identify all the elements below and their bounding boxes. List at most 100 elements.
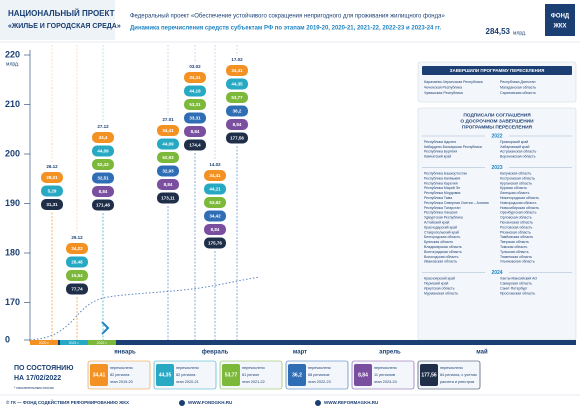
timeline-period <box>60 340 88 345</box>
region: Ярославская область <box>500 291 535 295</box>
region: Мурманская область <box>424 291 458 295</box>
legend-text: 68 регионов <box>308 373 329 377</box>
region: Самарская область <box>500 282 532 286</box>
value-label: 34,41 <box>162 128 174 133</box>
legend-swatch <box>156 364 174 386</box>
progress-curve <box>29 276 261 341</box>
region: Тамбовская область <box>500 235 533 239</box>
region: Чеченская Республика <box>424 85 462 89</box>
value-pill <box>41 185 63 197</box>
total: 284,53 <box>486 27 511 36</box>
region: Курганская область <box>500 181 532 185</box>
y-tick-label: 170 <box>5 297 20 307</box>
subtitle: Федеральный проект «Обеспечение устойчив… <box>130 13 445 20</box>
region: Томская область <box>500 245 528 249</box>
region: Брянская область <box>424 240 453 244</box>
value-pill <box>226 65 248 76</box>
y-tick-label: 200 <box>5 148 20 158</box>
site-icon <box>315 400 321 406</box>
legend-text: 81 регион <box>242 373 259 377</box>
legend-swatch <box>90 364 108 386</box>
value-label: 34,42 <box>209 213 221 218</box>
value-pill <box>226 119 248 130</box>
value-label: 28,01 <box>46 175 58 180</box>
value-label: 53,31 <box>189 102 201 107</box>
value-label: 52,93 <box>162 155 174 160</box>
value-label: 31,31 <box>46 202 58 207</box>
legend-swatch <box>222 364 240 386</box>
value-label: 32,93 <box>162 168 174 173</box>
column-date: 14.02 <box>209 162 221 167</box>
panel-title: ЗАВЕРШИЛИ ПРОГРАММУ ПЕРЕСЕЛЕНИЯ <box>450 68 545 73</box>
region: Курская область <box>500 186 527 190</box>
legend-text: этап 2019-20 <box>110 380 133 384</box>
value-label: 44,09 <box>162 141 174 146</box>
site-link: WWW.FONDGKH.RU <box>188 400 232 405</box>
group-year: 2022 <box>491 133 502 139</box>
value-label: 171,48 <box>96 202 110 207</box>
column-date: 27.01 <box>162 117 174 122</box>
y-tick-label: 190 <box>5 198 20 208</box>
legend-text: перечислено <box>374 366 397 370</box>
group-year: 2023 <box>491 165 502 171</box>
legend-swatch <box>420 364 438 386</box>
legend-text: 82 региона <box>176 373 196 377</box>
region: Республика Бурятия <box>424 150 457 154</box>
site-link: WWW.REFORMAGKH.RU <box>324 400 378 405</box>
region: Республика Карелия <box>424 181 458 185</box>
month-label: март <box>293 350 307 356</box>
legend-value: 44,35 <box>159 372 172 378</box>
logo-text: ФОНД <box>551 14 570 20</box>
value-label: 34,41 <box>231 68 243 73</box>
legend-value: 53,77 <box>225 372 238 378</box>
value-label: 8,84 <box>211 227 220 232</box>
value-pill <box>92 172 114 184</box>
legend-text: 84 региона, с учетом <box>440 373 477 377</box>
value-pill <box>184 85 206 97</box>
region: Удмуртская Республика <box>424 216 463 220</box>
value-label: 44,09 <box>97 148 109 153</box>
column-date: 26.12 <box>46 164 58 169</box>
value-label: 53,77 <box>231 95 243 100</box>
value-label: 77,74 <box>71 286 83 291</box>
legend-title: НА 17/02/2022 <box>14 375 61 382</box>
value-pill <box>184 99 206 110</box>
region: Республика Северная Осетия – Алания <box>424 201 489 205</box>
timeline-period <box>88 340 116 345</box>
value-pill <box>92 199 114 211</box>
value-label: 52,43 <box>97 162 109 167</box>
value-pill <box>66 256 88 268</box>
legend-text: этап 2021-22 <box>242 380 265 384</box>
region: Тульская область <box>500 250 529 254</box>
legend-note: * накопительным итогом <box>14 386 54 390</box>
value-label: 15,54 <box>71 273 83 278</box>
period-label: 2022 г. <box>97 341 108 345</box>
y-tick-label: 0 <box>5 334 10 344</box>
legend-text: этап 2023-24 <box>374 380 397 384</box>
region: Калужская область <box>500 172 531 176</box>
legend-value: 36,2 <box>292 372 302 378</box>
value-pill <box>41 199 63 210</box>
month-label: апрель <box>379 350 401 356</box>
legend-text: 11 регионов <box>374 373 395 377</box>
value-label: 8,84 <box>233 122 242 127</box>
panel-title: О ДОСРОЧНОМ ЗАВЕРШЕНИИ <box>460 118 534 124</box>
legend-value: 177,56 <box>421 372 437 378</box>
value-pill <box>92 159 114 170</box>
region: Рязанская область <box>500 230 531 234</box>
value-pill <box>92 186 114 197</box>
legend-text: перечислено <box>440 366 463 370</box>
column-date: 27.12 <box>97 124 109 129</box>
region: Тюменская область <box>500 255 532 259</box>
month-label: май <box>476 349 488 356</box>
region: Хабаровский край <box>500 145 529 149</box>
region: Тверская область <box>500 240 529 244</box>
legend-value: 34,41 <box>93 372 106 378</box>
legend-text: этап 2022-23 <box>308 380 331 384</box>
region: Республика Татарстан <box>424 206 461 210</box>
group-year: 2024 <box>491 270 502 276</box>
y-tick-label: 180 <box>5 247 20 257</box>
value-pill <box>226 105 248 117</box>
legend-value: 8,84 <box>358 372 368 378</box>
